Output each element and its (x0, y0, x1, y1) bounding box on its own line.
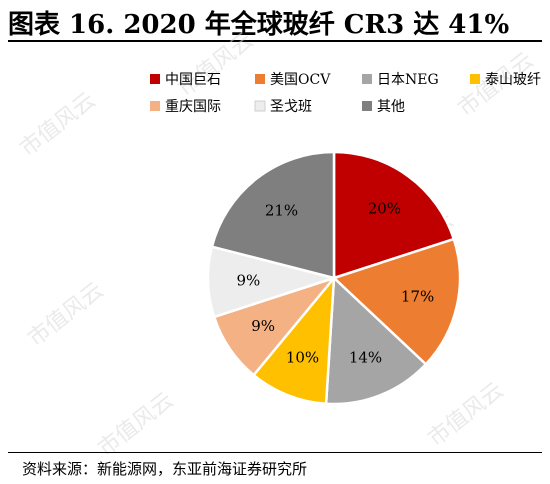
legend-label: 圣戈班 (270, 99, 312, 115)
pie-slice (331, 237, 462, 367)
slice-labels: 20% 17% 14% 10% 9% 9% 21% (237, 200, 435, 367)
watermark-text: 市值风云 (16, 88, 101, 162)
watermark-text: 市值风云 (174, 28, 259, 102)
legend-label: 其他 (377, 99, 405, 115)
title-underline (8, 40, 542, 42)
pie-slice (210, 150, 336, 280)
legend-swatch (362, 74, 372, 84)
slice-value-label: 21% (265, 201, 298, 219)
slice-value-label: 20% (368, 200, 401, 218)
chart-title: 图表 16. 2020 年全球玻纤 CR3 达 41% (8, 10, 510, 40)
legend-swatch (470, 74, 480, 84)
watermark-text: 市值风云 (24, 278, 109, 352)
pie-slice (324, 275, 428, 406)
pie-slice (332, 150, 456, 280)
legend-swatch (362, 101, 372, 111)
legend-swatch (150, 101, 160, 111)
legend-label: 泰山玻纤 (485, 72, 541, 88)
watermark-text: 市值风云 (424, 378, 509, 452)
slice-value-label: 9% (251, 317, 275, 335)
legend-label: 重庆国际 (165, 99, 221, 115)
legend-swatch (255, 74, 265, 84)
slice-value-label: 10% (286, 349, 319, 367)
pie-slice (251, 274, 336, 406)
source-note: 资料来源：新能源网，东亚前海证券研究所 (22, 460, 308, 478)
legend-label: 中国巨石 (165, 72, 221, 88)
slice-value-label: 17% (401, 288, 434, 306)
legend-label: 美国OCV (270, 72, 331, 88)
slice-value-label: 14% (349, 349, 382, 367)
watermark-text: 市值风云 (94, 388, 179, 462)
legend-label: 日本NEG (377, 72, 439, 88)
pie-slices (206, 150, 462, 406)
source-divider (8, 452, 542, 453)
slice-value-label: 9% (237, 272, 261, 290)
legend-swatch (150, 74, 160, 84)
legend-swatch (254, 100, 266, 112)
